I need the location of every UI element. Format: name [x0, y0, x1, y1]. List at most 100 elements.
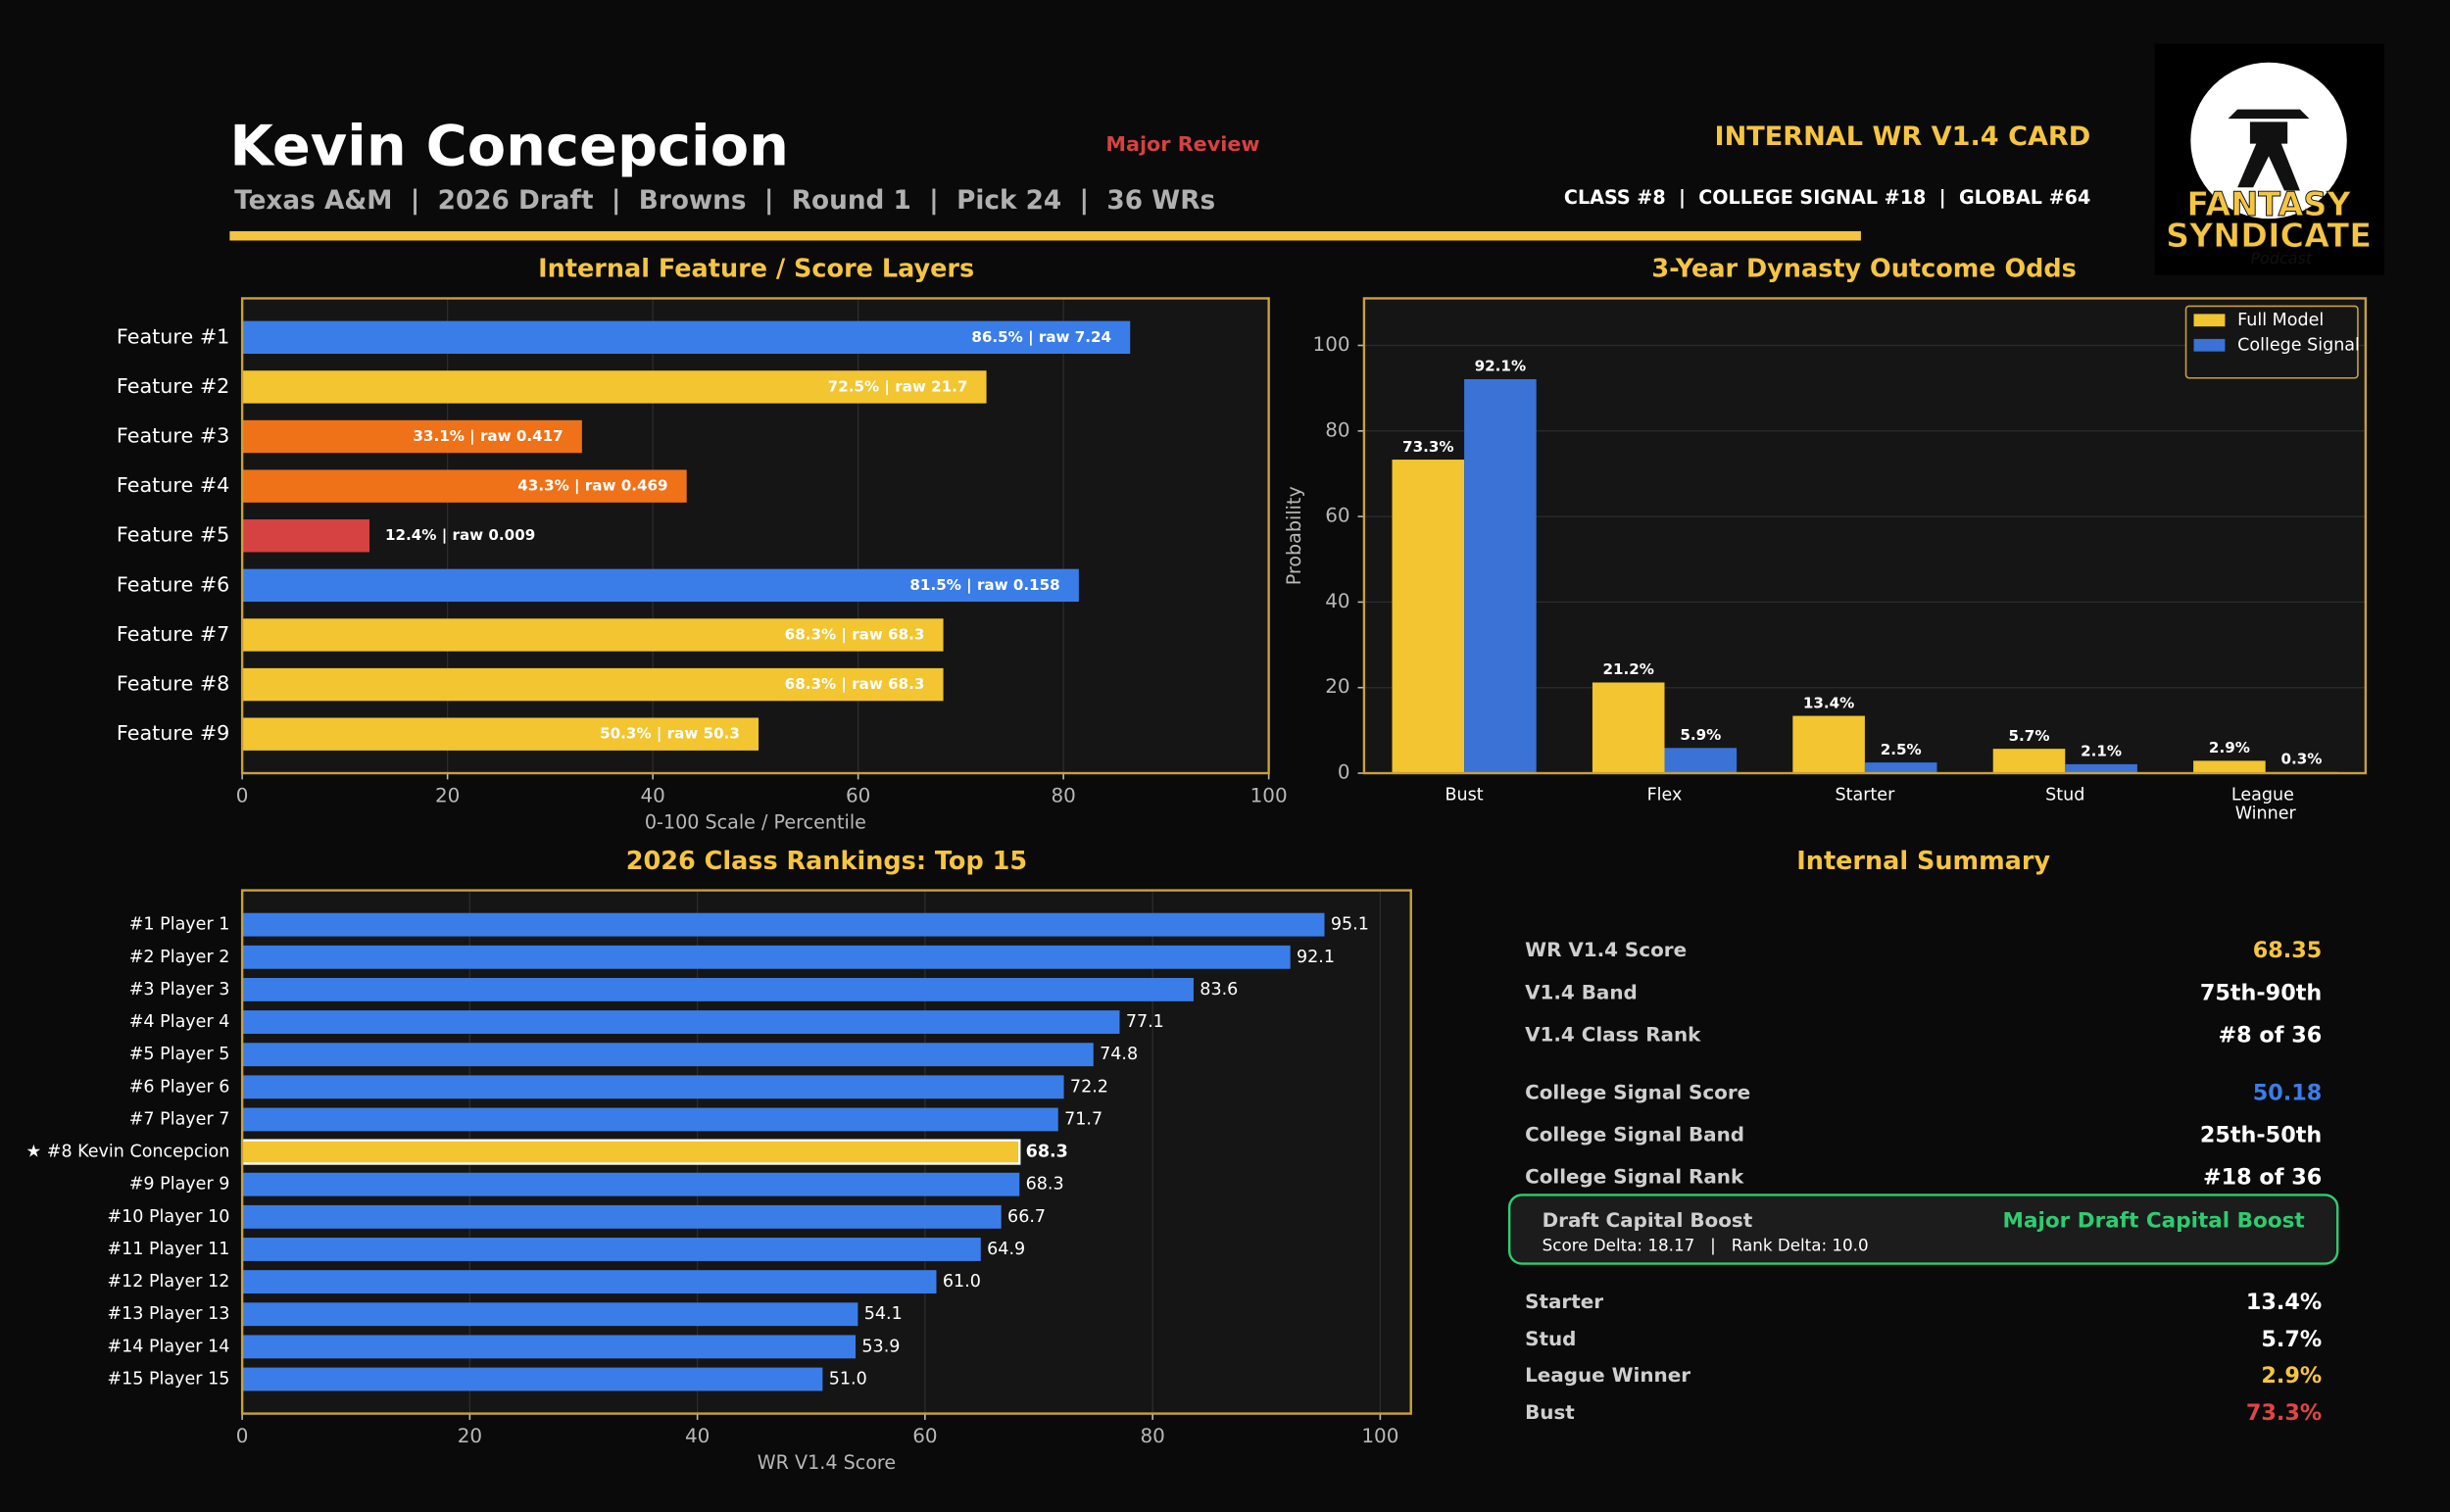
value-label: 0.3%	[2281, 750, 2323, 767]
y-tick-label: #5 Player 5	[129, 1045, 230, 1064]
y-tick-label: 80	[1325, 418, 1349, 441]
value-label: 2.1%	[2081, 743, 2122, 760]
bar	[242, 1238, 981, 1261]
x-tick-label: Flex	[1647, 785, 1683, 805]
summary-title: Internal Summary	[1796, 847, 2050, 876]
value-label: 2.5%	[1881, 741, 1922, 758]
bar	[242, 1172, 1020, 1196]
y-tick-label: 0	[1338, 761, 1350, 784]
y-tick-label: #7 Player 7	[129, 1109, 230, 1129]
y-tick-label: #4 Player 4	[129, 1012, 230, 1032]
x-tick-label: 0	[236, 784, 249, 806]
ranks: CLASS #8 | COLLEGE SIGNAL #18 | GLOBAL #…	[1564, 186, 2090, 209]
y-tick-label: Feature #6	[117, 572, 229, 596]
bar	[1664, 748, 1738, 774]
value-label: 68.3% | raw 68.3	[785, 625, 925, 644]
y-tick-label: #13 Player 13	[107, 1304, 229, 1324]
bar	[242, 1075, 1064, 1099]
x-tick-label: Stud	[2045, 785, 2084, 805]
x-tick-label-line: Winner	[2235, 804, 2297, 823]
value-label: 74.8	[1100, 1045, 1138, 1064]
summary-label: Bust	[1525, 1401, 1575, 1424]
bar	[242, 912, 1325, 937]
x-tick-label: Starter	[1836, 785, 1896, 805]
bar	[242, 945, 1291, 969]
legend-box	[2184, 305, 2359, 379]
y-axis-label: Probability	[1283, 486, 1305, 585]
value-label: 33.1% | raw 0.417	[413, 427, 563, 446]
value-label: 72.2	[1070, 1077, 1108, 1097]
y-tick-label: 20	[1325, 675, 1349, 698]
bar	[242, 717, 760, 751]
bar	[242, 1043, 1094, 1067]
x-tick-label: 80	[1051, 784, 1075, 806]
value-label: 54.1	[864, 1304, 903, 1324]
value-label: 73.3%	[1402, 438, 1453, 456]
x-tick-label: 0	[236, 1425, 249, 1447]
logo-figure	[2228, 109, 2310, 191]
bar	[1792, 715, 1865, 774]
logo-text: Podcast	[2251, 249, 2313, 268]
plot-frame	[240, 297, 1270, 775]
value-label: 53.9	[861, 1337, 900, 1356]
value-label: 64.9	[987, 1240, 1025, 1259]
summary-value: 25th-50th	[2200, 1122, 2322, 1147]
y-tick-label: #3 Player 3	[129, 980, 230, 1000]
y-tick-label: #10 Player 10	[107, 1207, 229, 1227]
x-tick-label: 60	[846, 784, 870, 806]
card-title: INTERNAL WR V1.4 CARD	[1715, 122, 2091, 152]
legend-swatch	[2193, 314, 2226, 327]
value-label: 68.3	[1026, 1175, 1064, 1195]
summary-label: Starter	[1525, 1291, 1603, 1313]
bar	[242, 667, 944, 702]
plot-frame	[1362, 297, 2368, 775]
boost-value: Major Draft Capital Boost	[2003, 1209, 2305, 1234]
x-axis-label: WR V1.4 Score	[758, 1451, 896, 1474]
summary-value: 2.9%	[2261, 1363, 2322, 1389]
value-label: 13.4%	[1803, 694, 1854, 711]
logo-text: FANTASY	[2186, 185, 2351, 223]
status: Major Review	[1105, 132, 1259, 156]
chart-title: Internal Feature / Score Layers	[538, 255, 974, 284]
value-label: 68.3	[1026, 1143, 1068, 1162]
summary-value: #8 of 36	[2218, 1022, 2322, 1048]
summary-value: 50.18	[2253, 1080, 2323, 1105]
bar	[1464, 378, 1537, 774]
bar	[242, 977, 1194, 1001]
summary-label: Stud	[1525, 1328, 1576, 1350]
summary-value: 75th-90th	[2200, 980, 2322, 1005]
bar	[242, 568, 1079, 603]
plot-frame	[240, 889, 1412, 1415]
summary-label: WR V1.4 Score	[1525, 939, 1687, 961]
bar	[1592, 682, 1665, 774]
y-tick-label: #14 Player 14	[107, 1337, 229, 1356]
player-name: Kevin Concepcion	[229, 114, 789, 179]
header-rule	[229, 230, 1861, 241]
summary-label: College Signal Score	[1525, 1081, 1750, 1103]
value-label: 5.9%	[1680, 726, 1721, 744]
bar	[242, 469, 687, 503]
bar	[242, 1302, 858, 1327]
bar	[242, 1010, 1120, 1034]
y-tick-label: Feature #3	[117, 424, 229, 448]
value-label: 92.1	[1297, 948, 1335, 967]
bar	[2193, 760, 2266, 774]
y-tick-label: Feature #5	[117, 523, 229, 547]
summary-value: 73.3%	[2246, 1400, 2322, 1426]
value-label: 50.3% | raw 50.3	[600, 725, 740, 744]
chart-title: 2026 Class Rankings: Top 15	[626, 847, 1027, 876]
x-tick-label: 20	[458, 1425, 482, 1447]
y-tick-label: Feature #2	[117, 374, 229, 398]
value-label: 95.1	[1331, 915, 1369, 935]
value-label: 66.7	[1007, 1207, 1046, 1227]
bar	[242, 370, 987, 404]
value-label: 2.9%	[2209, 739, 2250, 756]
x-tick-label: 60	[912, 1425, 937, 1447]
x-tick-label: 100	[1361, 1425, 1398, 1447]
bar	[240, 1139, 1021, 1165]
y-tick-label: 100	[1313, 333, 1350, 356]
x-tick-label: Bust	[1446, 785, 1484, 805]
x-tick-label: 20	[435, 784, 460, 806]
x-tick-label: 40	[685, 1425, 710, 1447]
value-label: 86.5% | raw 7.24	[971, 328, 1111, 347]
